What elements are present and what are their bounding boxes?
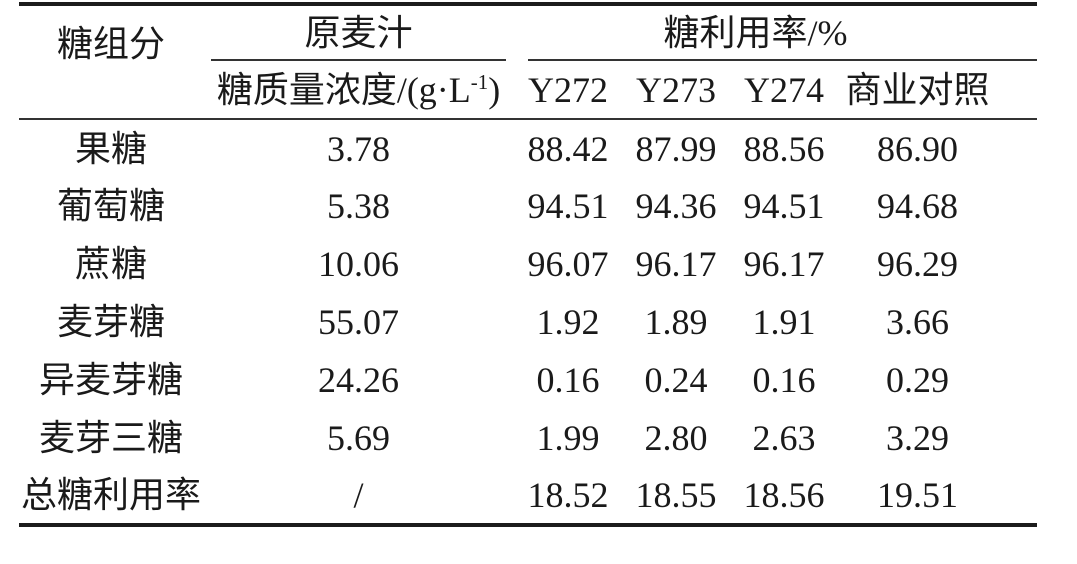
component-cell: 葡萄糖 — [56, 186, 165, 226]
value-cell: 2.80 — [644, 418, 708, 458]
table-row: 麦芽糖 55.07 1.92 1.89 1.91 3.66 — [19, 293, 1037, 351]
value-cell: 0.29 — [886, 360, 949, 400]
concentration-cell: 5.38 — [327, 186, 390, 226]
concentration-cell: 3.78 — [327, 128, 390, 169]
value-cell: 96.17 — [635, 244, 717, 284]
value-cell: 19.51 — [877, 475, 958, 515]
value-cell: 2.63 — [752, 418, 816, 458]
value-cell: 18.55 — [635, 475, 717, 515]
value-cell: 3.29 — [886, 418, 949, 458]
value-cell: 1.99 — [536, 418, 600, 458]
wort-spanner-rule — [211, 59, 506, 61]
value-cell: 18.52 — [527, 475, 609, 515]
value-cell: 0.16 — [536, 360, 600, 400]
component-cell: 麦芽糖 — [56, 302, 165, 342]
header-commercial-control: 商业对照 — [838, 61, 1037, 120]
value-cell: 1.91 — [752, 302, 816, 342]
header-wort-group: 原麦汁 — [203, 4, 514, 61]
value-cell: 94.51 — [527, 186, 609, 226]
value-cell: 0.24 — [644, 360, 708, 400]
concentration-cell: 10.06 — [318, 244, 399, 284]
concentration-cell: 5.69 — [327, 418, 390, 458]
value-cell: 96.17 — [743, 244, 825, 284]
header-row-groups: 糖组分 原麦汁 糖利用率/% — [19, 4, 1037, 120]
concentration-superscript: -1 — [470, 69, 489, 94]
header-concentration: 糖质量浓度/(g·L-1) — [203, 61, 514, 120]
wort-group-wrap: 原麦汁 — [203, 6, 514, 61]
concentration-cell: 24.26 — [318, 360, 399, 400]
value-cell: 96.29 — [877, 244, 958, 284]
component-cell: 蔗糖 — [74, 244, 147, 284]
value-cell: 18.56 — [743, 475, 825, 515]
utilization-group-label: 糖利用率/% — [663, 12, 848, 53]
table-row: 蔗糖 10.06 96.07 96.17 96.17 96.29 — [19, 235, 1037, 293]
component-cell: 总糖利用率 — [20, 475, 201, 515]
value-cell: 0.16 — [752, 360, 816, 400]
table-row: 总糖利用率 / 18.52 18.55 18.56 19.51 — [19, 467, 1037, 525]
wort-group-label: 原麦汁 — [304, 12, 413, 53]
table-row: 异麦芽糖 24.26 0.16 0.24 0.16 0.29 — [19, 351, 1037, 409]
utilization-group-wrap: 糖利用率/% — [514, 6, 1037, 61]
sugar-utilization-table: 糖组分 原麦汁 糖利用率/% 糖质量浓度/(g·L-1) Y272 — [19, 2, 1037, 527]
concentration-cell: 55.07 — [318, 302, 399, 342]
utilization-spanner-rule — [528, 59, 1037, 61]
value-cell: 1.89 — [644, 302, 708, 342]
header-strain-y273: Y273 — [622, 61, 730, 120]
concentration-label-prefix: 糖质量浓度/(g·L — [216, 69, 471, 110]
value-cell: 1.92 — [536, 302, 600, 342]
header-component: 糖组分 — [19, 4, 203, 120]
header-strain-y274: Y274 — [730, 61, 838, 120]
table-row: 葡萄糖 5.38 94.51 94.36 94.51 94.68 — [19, 177, 1037, 235]
value-cell: 96.07 — [527, 244, 609, 284]
value-cell: 88.42 — [527, 128, 609, 169]
concentration-label-suffix: ) — [488, 69, 501, 110]
component-cell: 果糖 — [74, 128, 147, 169]
value-cell: 87.99 — [635, 128, 717, 169]
header-utilization-group: 糖利用率/% — [514, 4, 1037, 61]
value-cell: 88.56 — [743, 128, 825, 169]
concentration-cell: / — [353, 475, 364, 515]
value-cell: 86.90 — [877, 128, 958, 169]
header-row-sub: 糖质量浓度/(g·L-1) Y272 Y273 Y274 商业对照 — [19, 61, 1037, 120]
value-cell: 94.36 — [635, 186, 717, 226]
value-cell: 3.66 — [886, 302, 949, 342]
value-cell: 94.51 — [743, 186, 825, 226]
table-row: 果糖 3.78 88.42 87.99 88.56 86.90 — [19, 119, 1037, 177]
table-row: 麦芽三糖 5.69 1.99 2.80 2.63 3.29 — [19, 409, 1037, 467]
component-cell: 麦芽三糖 — [38, 418, 183, 458]
component-cell: 异麦芽糖 — [38, 360, 183, 400]
header-strain-y272: Y272 — [514, 61, 622, 120]
value-cell: 94.68 — [877, 186, 958, 226]
